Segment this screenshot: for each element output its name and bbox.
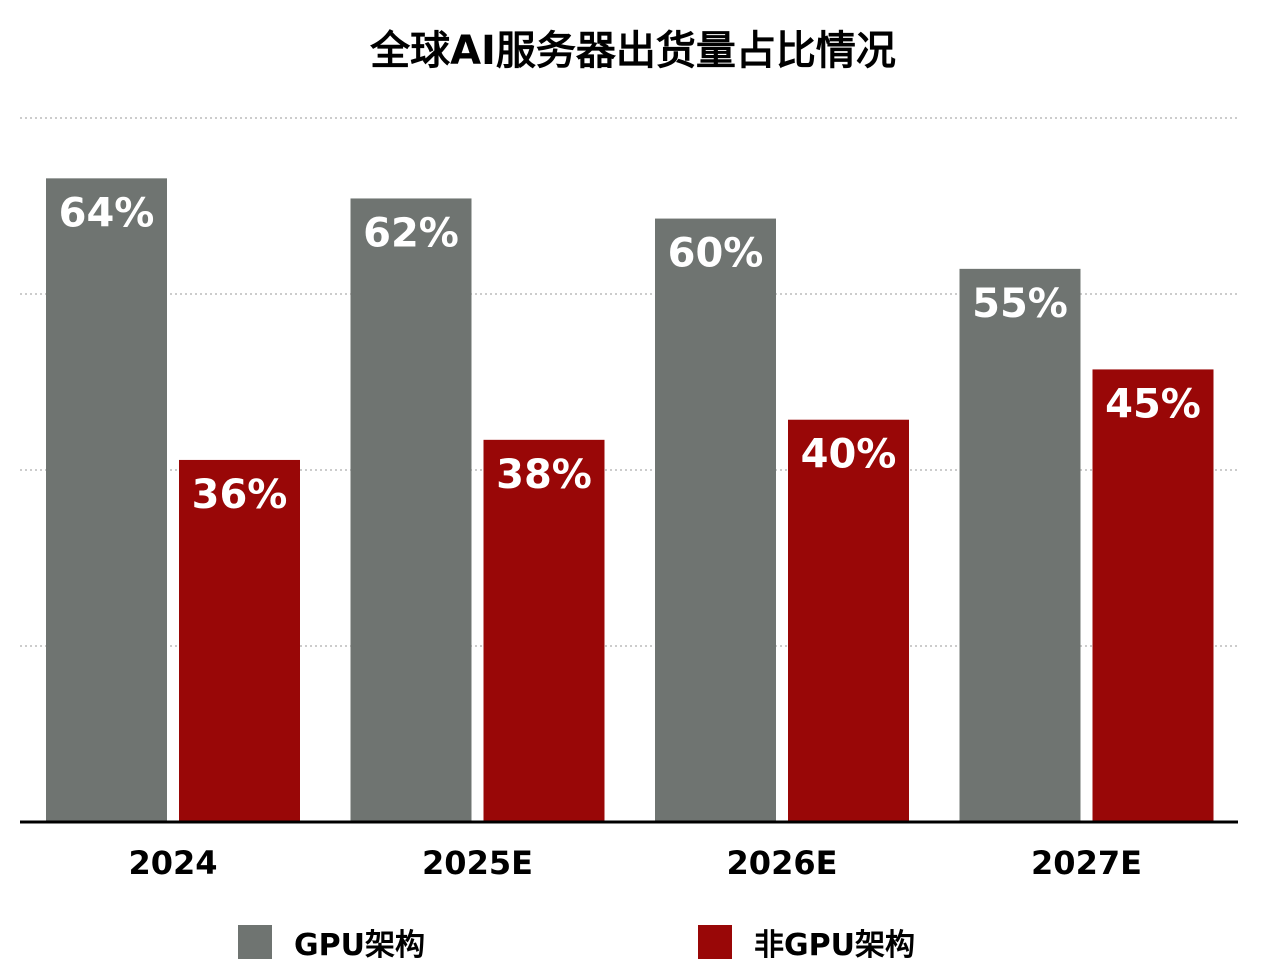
x-tick-label: 2024 [128,844,217,882]
bar-non-gpu-2025E [483,439,605,822]
x-tick-label: 2026E [727,844,838,882]
data-label: 64% [59,190,155,236]
bar-non-gpu-2026E [788,419,909,822]
legend-item-gpu: GPU架构 [238,920,425,964]
legend-label-gpu: GPU架构 [294,928,425,963]
bar-gpu-2025E [350,198,472,822]
data-label: 36% [192,472,288,518]
legend-swatch-gpu [238,925,272,959]
legend-item-non-gpu: 非GPU架构 [698,920,915,964]
bar-gpu-2024 [46,178,167,823]
bar-gpu-2027E [959,268,1081,822]
x-tick-label: 2027E [1031,844,1142,882]
bar-gpu-2026E [655,218,776,823]
data-label: 62% [363,210,459,256]
chart-title: 全球AI服务器出货量占比情况 [370,28,896,74]
x-tick-label: 2025E [422,844,533,882]
data-label: 60% [668,231,764,277]
data-label: 45% [1105,381,1201,427]
legend-swatch-non-gpu [698,925,732,959]
bar-non-gpu-2024 [179,459,300,822]
legend-label-non-gpu: 非GPU架构 [754,928,915,963]
data-label: 55% [972,281,1068,327]
data-label: 40% [801,432,897,478]
bar-non-gpu-2027E [1092,369,1214,822]
data-label: 38% [496,452,592,498]
